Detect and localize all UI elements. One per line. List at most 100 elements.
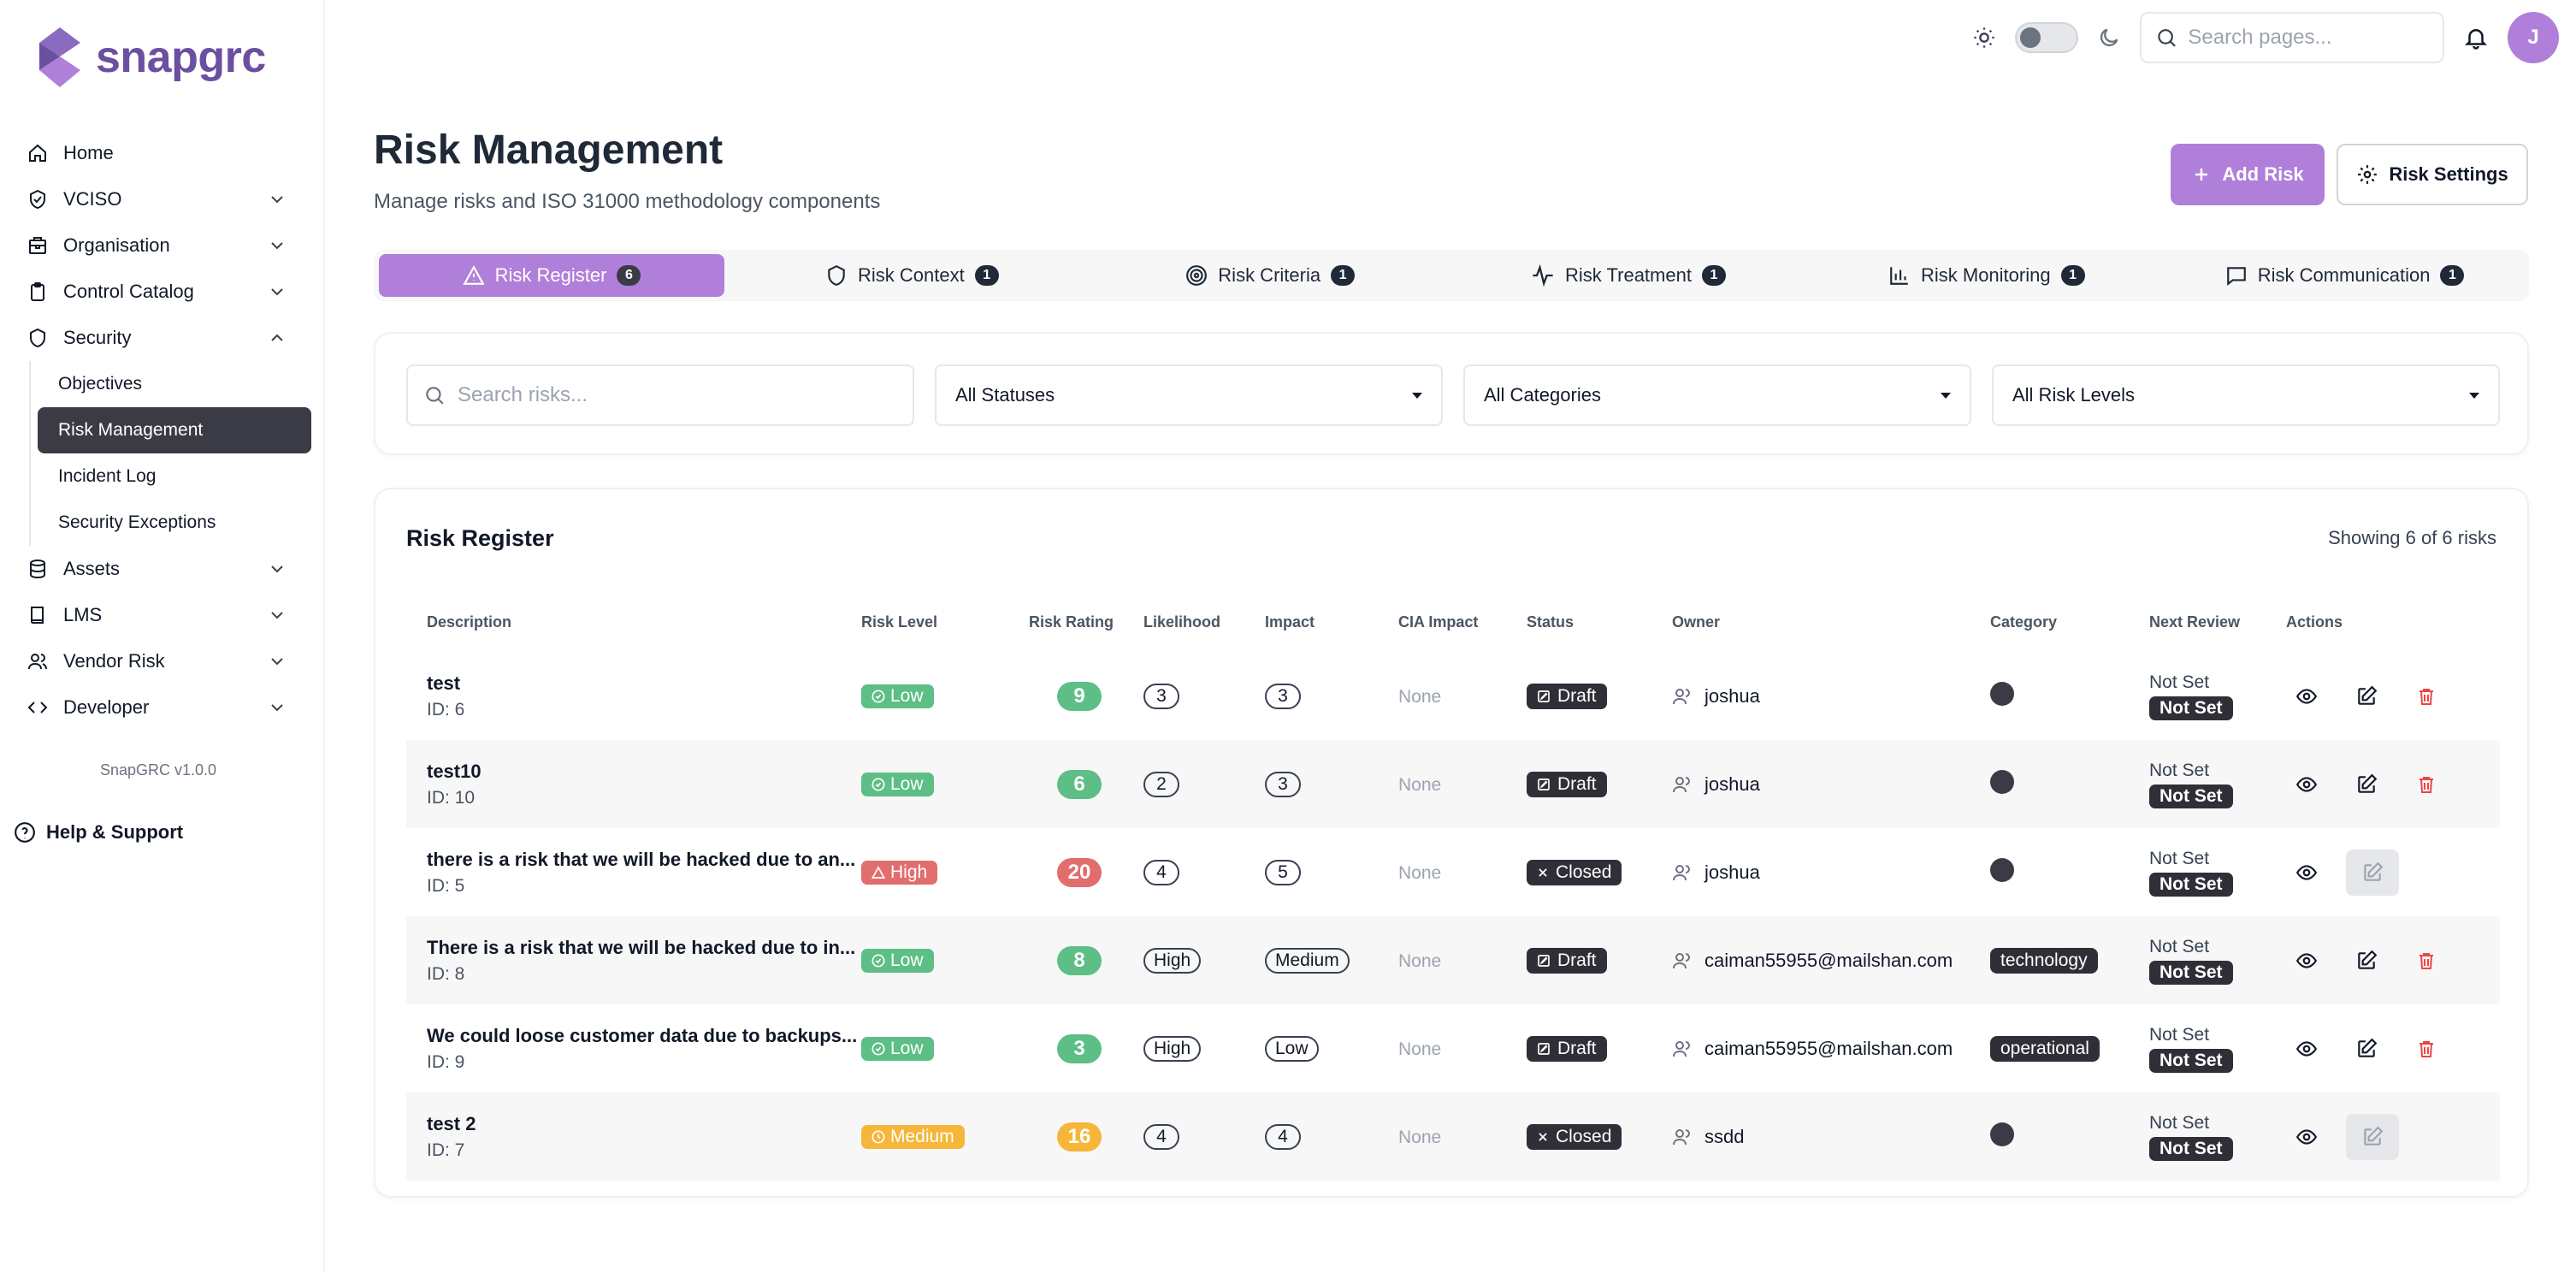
view-risk-button[interactable]: [2286, 1116, 2327, 1158]
sidebar-item-vendor-risk[interactable]: Vendor Risk: [17, 638, 311, 684]
top-bar: J: [1972, 12, 2559, 63]
view-risk-button[interactable]: [2286, 1028, 2327, 1069]
column-header[interactable]: Status: [1527, 613, 1575, 631]
tab-risk-communication[interactable]: Risk Communication 1: [2165, 254, 2524, 297]
category-badge: technology: [1990, 947, 2098, 974]
risk-rating-cell: 8: [1015, 945, 1143, 975]
owner-name: joshua: [1705, 861, 1760, 883]
tab-risk-treatment[interactable]: Risk Treatment 1: [1450, 254, 1808, 297]
view-risk-button[interactable]: [2286, 676, 2327, 717]
help-support-link[interactable]: Help & Support: [14, 821, 183, 844]
cia-impact-cell: None: [1398, 861, 1527, 884]
sidebar-item-developer[interactable]: Developer: [17, 684, 311, 731]
risk-settings-button[interactable]: Risk Settings: [2337, 144, 2528, 205]
risk-description: There is a risk that we will be hacked d…: [427, 936, 856, 958]
risk-level-filter-select[interactable]: All Risk Levels: [1992, 364, 2500, 426]
column-header[interactable]: Description: [427, 613, 512, 631]
delete-risk-button[interactable]: [2406, 764, 2447, 805]
risk-rating-badge: 9: [1057, 681, 1102, 711]
table-row[interactable]: there is a risk that we will be hacked d…: [406, 828, 2500, 916]
eye-icon: [2295, 688, 2318, 704]
impact-cell: 3: [1265, 683, 1398, 709]
risk-level-badge: Low: [861, 772, 934, 796]
sidebar-item-organisation[interactable]: Organisation: [17, 222, 311, 269]
column-header[interactable]: Likelihood: [1143, 613, 1220, 631]
edit-icon: [2358, 1038, 2378, 1057]
app-logo[interactable]: snapgrc: [38, 27, 266, 87]
status-cell: Draft: [1527, 683, 1672, 709]
table-row[interactable]: test ID: 6 Low 9 3 3 None Draft joshua Not Set Not…: [406, 652, 2500, 740]
sidebar-item-vciso[interactable]: VCISO: [17, 176, 311, 222]
column-header[interactable]: Next Review: [2149, 613, 2241, 631]
table-row[interactable]: test 2 ID: 7 Medium 16 4 4 None Closed ssdd Not S…: [406, 1092, 2500, 1181]
check-circle-icon: [871, 690, 885, 702]
view-risk-button[interactable]: [2286, 852, 2327, 893]
column-header[interactable]: Risk Level: [861, 613, 938, 631]
delete-risk-button[interactable]: [2406, 1028, 2447, 1069]
bell-icon[interactable]: [2463, 25, 2489, 50]
cia-impact-text: None: [1398, 950, 1442, 971]
tab-risk-register[interactable]: Risk Register 6: [379, 254, 724, 297]
owner: joshua: [1672, 685, 1990, 708]
risk-level-text: High: [890, 861, 928, 882]
user-avatar[interactable]: J: [2508, 12, 2559, 63]
edit-icon: [1538, 954, 1550, 967]
risk-rating-badge: 3: [1057, 1033, 1102, 1063]
status-filter-select[interactable]: All Statuses: [935, 364, 1443, 426]
sidebar-item-lms[interactable]: LMS: [17, 592, 311, 638]
risk-tabs: Risk Register 6 Risk Context 1 Risk Crit…: [374, 250, 2529, 301]
next-review-badge: Not Set: [2149, 960, 2233, 985]
sidebar-item-security[interactable]: Security: [17, 315, 311, 361]
table-row[interactable]: There is a risk that we will be hacked d…: [406, 916, 2500, 1004]
risk-search-input[interactable]: [457, 383, 897, 407]
tab-risk-context[interactable]: Risk Context 1: [733, 254, 1091, 297]
sun-icon: [1974, 27, 1994, 48]
edit-risk-button[interactable]: [2346, 940, 2387, 981]
sidebar-subitem-incident-log[interactable]: Incident Log: [58, 466, 157, 486]
chevron-down-icon: [271, 658, 283, 666]
sidebar-subitem-objectives[interactable]: Objectives: [58, 374, 143, 394]
page-search-input[interactable]: [2188, 26, 2429, 50]
edit-risk-button[interactable]: [2346, 676, 2387, 717]
page-search[interactable]: [2140, 12, 2444, 63]
add-risk-button[interactable]: Add Risk: [2171, 144, 2325, 205]
delete-risk-button[interactable]: [2406, 676, 2447, 717]
sidebar-subitem-security-exceptions[interactable]: Security Exceptions: [58, 512, 216, 532]
risk-search[interactable]: [406, 364, 914, 426]
tab-risk-criteria[interactable]: Risk Criteria 1: [1091, 254, 1450, 297]
view-risk-button[interactable]: [2286, 940, 2327, 981]
risk-rating-badge: 16: [1057, 1122, 1102, 1152]
column-header[interactable]: CIA Impact: [1398, 613, 1479, 631]
edit-risk-button[interactable]: [2346, 1028, 2387, 1069]
sidebar-subitem-risk-management[interactable]: Risk Management: [38, 407, 311, 453]
column-header[interactable]: Category: [1990, 613, 2058, 631]
page-title: Risk Management: [374, 127, 724, 173]
sidebar-item-control-catalog[interactable]: Control Catalog: [17, 269, 311, 315]
toggle-knob: [2020, 27, 2041, 48]
user-icon: [1673, 952, 1690, 968]
category-filter-value: All Categories: [1484, 384, 1601, 406]
chevron-down-icon: [271, 242, 283, 250]
likelihood-badge: 4: [1143, 1123, 1179, 1150]
column-header[interactable]: Risk Rating: [1029, 613, 1114, 631]
column-header[interactable]: Owner: [1672, 613, 1721, 631]
user-icon: [1673, 688, 1690, 704]
cia-impact-text: None: [1398, 862, 1442, 883]
tab-count-badge: 1: [2060, 265, 2085, 286]
tab-risk-monitoring[interactable]: Risk Monitoring 1: [1807, 254, 2165, 297]
view-risk-button[interactable]: [2286, 764, 2327, 805]
sidebar-item-assets[interactable]: Assets: [17, 546, 311, 592]
risk-id: ID: 10: [427, 787, 476, 808]
sidebar-item-home[interactable]: Home: [17, 130, 311, 176]
status-text: Draft: [1557, 685, 1597, 706]
table-row[interactable]: test10 ID: 10 Low 6 2 3 None Draft joshua Not Set…: [406, 740, 2500, 828]
delete-risk-button[interactable]: [2406, 940, 2447, 981]
table-row[interactable]: We could loose customer data due to back…: [406, 1004, 2500, 1092]
eye-icon: [2295, 864, 2318, 880]
edit-risk-button[interactable]: [2346, 764, 2387, 805]
status-cell: Draft: [1527, 1035, 1672, 1062]
category-filter-select[interactable]: All Categories: [1463, 364, 1971, 426]
theme-toggle[interactable]: [2015, 22, 2078, 53]
chevron-down-icon: [271, 196, 283, 204]
column-header[interactable]: Impact: [1265, 613, 1315, 631]
